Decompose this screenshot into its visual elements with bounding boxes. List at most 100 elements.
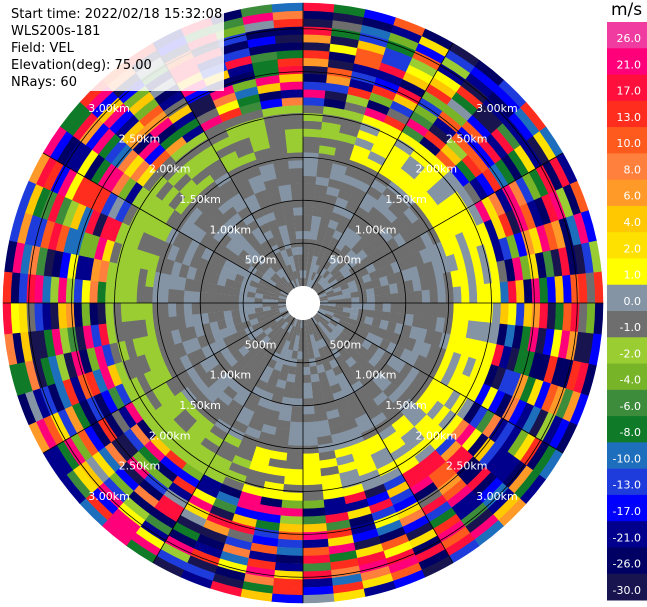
gate-cell: [161, 161, 182, 182]
gate-cell: [219, 372, 234, 386]
gate-cell: [237, 237, 250, 250]
gate-cell: [292, 390, 303, 399]
gate-cell: [279, 308, 288, 314]
gate-cell: [113, 263, 125, 284]
gate-cell: [511, 325, 524, 350]
gate-cell: [272, 434, 289, 446]
gate-cell: [232, 199, 248, 213]
gate-cell: [158, 494, 185, 516]
gate-cell: [302, 429, 318, 439]
gate-cell: [219, 39, 250, 56]
gate-cell: [526, 441, 550, 471]
gate-cell: [340, 116, 363, 130]
gate-cell: [238, 302, 248, 310]
gate-cell: [271, 152, 289, 164]
gate-cell: [311, 388, 323, 399]
gate-cell: [528, 168, 549, 198]
gate-cell: [270, 296, 279, 301]
gate-cell: [232, 280, 243, 290]
gate-cell: [303, 269, 307, 279]
gate-cell: [488, 163, 509, 189]
gate-cell: [418, 374, 434, 392]
gate-cell: [123, 85, 151, 110]
colorbar-swatch: [607, 521, 647, 548]
gate-cell: [399, 348, 413, 363]
gate-cell: [281, 499, 303, 509]
gate-cell: [361, 573, 394, 590]
gate-cell: [282, 286, 291, 294]
colorbar-swatch: [607, 205, 647, 233]
gate-cell: [418, 35, 450, 58]
gate-cell: [325, 289, 335, 296]
gate-cell: [223, 286, 233, 296]
gate-cell: [270, 226, 281, 238]
gate-cell: [180, 201, 198, 220]
gate-cell: [60, 101, 87, 132]
gate-cell: [498, 212, 514, 238]
gate-cell: [441, 56, 471, 80]
gate-cell: [449, 165, 470, 188]
gate-cell: [216, 275, 228, 287]
gate-cell: [201, 246, 214, 261]
gate-cell: [340, 315, 350, 323]
gate-cell: [487, 487, 515, 515]
gate-cell: [278, 224, 289, 235]
gate-cell: [302, 460, 321, 470]
gate-cell: [588, 333, 602, 367]
gate-cell: [280, 276, 289, 285]
gate-cell: [159, 287, 169, 303]
gate-cell: [123, 154, 145, 178]
gate-cell: [354, 225, 368, 238]
gate-cell: [91, 91, 119, 119]
gate-cell: [82, 256, 95, 281]
gate-cell: [308, 238, 317, 248]
gate-cell: [207, 187, 224, 203]
gate-cell: [419, 167, 439, 187]
gate-cell: [324, 313, 334, 320]
gate-cell: [255, 287, 265, 295]
gate-cell: [376, 69, 404, 87]
gate-cell: [413, 235, 427, 252]
gate-cell: [247, 200, 262, 214]
gate-cell: [9, 363, 26, 396]
gate-cell: [317, 309, 326, 316]
gate-cell: [372, 372, 386, 387]
gate-cell: [354, 413, 371, 427]
gate-cell: [344, 259, 356, 270]
gate-cell: [110, 437, 133, 462]
gate-cell: [404, 313, 415, 327]
gate-cell: [487, 192, 506, 217]
gate-cell: [327, 253, 337, 264]
gate-cell: [279, 81, 304, 91]
gate-cell: [319, 458, 338, 469]
gate-cell: [303, 104, 325, 115]
gate-cell: [309, 317, 316, 327]
gate-cell: [585, 272, 596, 304]
gate-cell: [335, 453, 355, 467]
gate-cell: [461, 461, 486, 486]
gate-cell: [208, 208, 224, 224]
gate-cell: [445, 445, 468, 469]
gate-cell: [260, 323, 271, 332]
gate-cell: [181, 250, 195, 267]
gate-cell: [263, 383, 276, 395]
gate-cell: [280, 321, 289, 330]
gate-cell: [323, 315, 332, 323]
gate-cell: [314, 314, 322, 322]
gate-cell: [453, 251, 467, 271]
gate-cell: [272, 286, 282, 293]
gate-cell: [476, 361, 492, 384]
gate-cell: [327, 303, 337, 307]
gate-cell: [174, 391, 192, 410]
gate-cell: [429, 76, 457, 99]
gate-cell: [237, 206, 252, 220]
gate-cell: [260, 335, 271, 346]
gate-cell: [97, 302, 107, 325]
gate-cell: [246, 291, 256, 298]
gate-cell: [393, 17, 426, 37]
gate-cell: [433, 364, 449, 383]
gate-cell: [17, 392, 37, 426]
nrays-text: NRays: 60: [11, 75, 77, 90]
gate-cell: [325, 519, 351, 532]
gate-cell: [132, 450, 155, 474]
